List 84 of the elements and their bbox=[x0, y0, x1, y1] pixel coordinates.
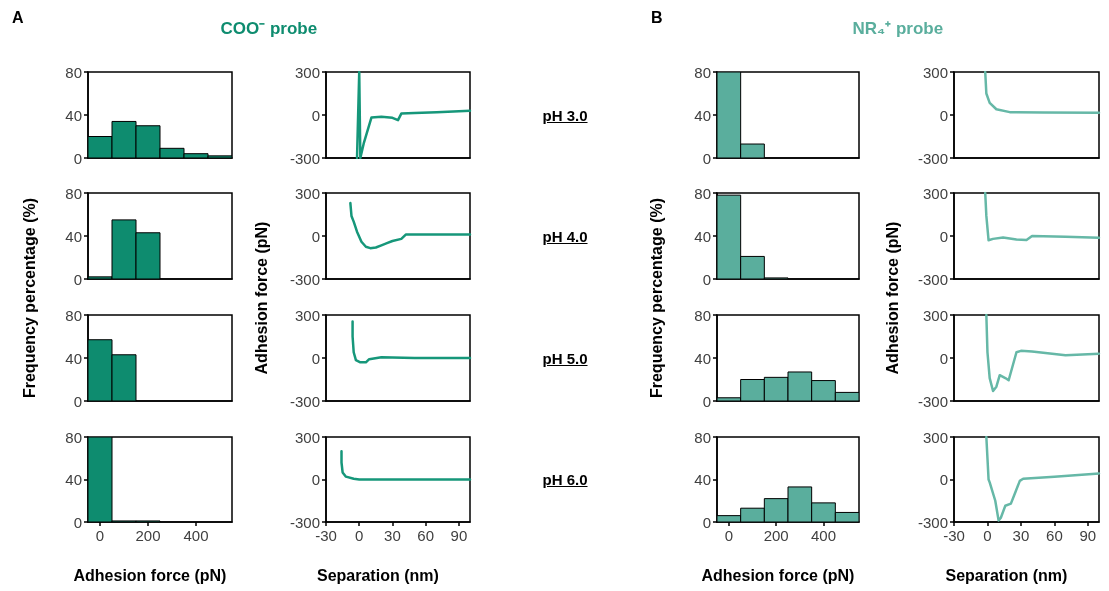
y-tick-label: 0 bbox=[702, 513, 711, 531]
y-tick-label: -300 bbox=[917, 270, 948, 288]
y-tick-label: 0 bbox=[311, 349, 320, 367]
line-series bbox=[985, 435, 1101, 522]
y-tick-label: 80 bbox=[65, 428, 82, 446]
y-tick-label: 0 bbox=[311, 471, 320, 488]
y-tick-label: 0 bbox=[939, 471, 948, 488]
y-tick-label: 40 bbox=[65, 471, 82, 488]
x-tick-label: 60 bbox=[1046, 527, 1063, 544]
y-tick-label: 80 bbox=[694, 184, 711, 202]
line-series bbox=[340, 449, 472, 481]
y-tick-label: 80 bbox=[65, 306, 82, 324]
x-tick-label: 0 bbox=[983, 527, 992, 544]
y-axis-title: Frequency percentage (%) bbox=[648, 197, 667, 399]
y-tick-label: 0 bbox=[939, 349, 948, 367]
y-tick-label: 0 bbox=[73, 513, 82, 531]
y-axis-title: Frequency percentage (%) bbox=[21, 197, 40, 399]
y-tick-label: 300 bbox=[922, 306, 948, 324]
text: B bbox=[651, 9, 663, 27]
x-tick-label: 30 bbox=[1012, 527, 1030, 544]
text: pH 6.0 bbox=[542, 471, 588, 488]
y-tick-label: 0 bbox=[939, 106, 948, 124]
x-tick-label: 0 bbox=[724, 527, 734, 544]
line-series bbox=[985, 313, 1101, 393]
line-series bbox=[983, 191, 1101, 242]
y-tick-label: 40 bbox=[65, 106, 82, 124]
y-axis-title: Adhesion force (pN) bbox=[883, 221, 902, 375]
y-tick-label: 0 bbox=[702, 392, 711, 410]
line-series bbox=[351, 320, 472, 364]
y-tick-label: 40 bbox=[694, 471, 711, 488]
y-tick-label: 300 bbox=[294, 428, 320, 446]
x-tick-label: 90 bbox=[1079, 527, 1097, 544]
line-series bbox=[349, 201, 472, 250]
y-tick-label: 0 bbox=[73, 149, 82, 167]
y-tick-label: 0 bbox=[702, 270, 711, 288]
x-tick-label: 400 bbox=[810, 527, 837, 544]
y-tick-label: 300 bbox=[294, 63, 320, 81]
x-axis-title: Adhesion force (pN) bbox=[701, 567, 855, 585]
x-tick-label: 400 bbox=[183, 527, 209, 544]
text: pH 4.0 bbox=[542, 227, 588, 245]
text: COO⁻ probe bbox=[220, 17, 318, 39]
y-tick-label: 40 bbox=[65, 349, 82, 367]
y-tick-label: 80 bbox=[65, 63, 82, 81]
y-tick-label: 80 bbox=[65, 184, 82, 202]
y-tick-label: 80 bbox=[694, 428, 711, 446]
y-tick-label: 0 bbox=[73, 270, 82, 288]
line-series bbox=[983, 70, 1101, 115]
x-tick-label: 0 bbox=[355, 527, 364, 544]
y-tick-label: 40 bbox=[694, 106, 711, 124]
y-tick-label: 0 bbox=[311, 106, 320, 124]
y-tick-label: 0 bbox=[311, 227, 320, 245]
y-tick-label: 300 bbox=[922, 428, 948, 446]
y-tick-label: 80 bbox=[694, 63, 711, 81]
line-series bbox=[355, 70, 472, 160]
y-tick-label: 300 bbox=[922, 63, 948, 81]
x-tick-label: 200 bbox=[135, 527, 161, 544]
y-tick-label: -300 bbox=[289, 392, 320, 410]
y-tick-label: 300 bbox=[922, 184, 948, 202]
y-tick-label: 300 bbox=[294, 184, 320, 202]
y-tick-label: -300 bbox=[917, 392, 948, 410]
y-tick-label: 300 bbox=[294, 306, 320, 324]
y-tick-label: 0 bbox=[939, 227, 948, 245]
x-tick-label: 90 bbox=[450, 527, 468, 544]
text: NR₄⁺ probe bbox=[852, 17, 944, 39]
x-tick-label: 30 bbox=[384, 527, 401, 544]
x-tick-label: 200 bbox=[763, 527, 789, 544]
y-tick-label: -300 bbox=[289, 270, 320, 288]
x-axis-title: Separation (nm) bbox=[317, 567, 439, 585]
y-tick-label: 40 bbox=[694, 227, 711, 245]
x-axis-title: Adhesion force (pN) bbox=[73, 567, 227, 585]
y-tick-label: -300 bbox=[289, 149, 320, 167]
y-tick-label: 80 bbox=[694, 306, 711, 324]
y-tick-label: 40 bbox=[65, 227, 82, 245]
y-tick-label: 0 bbox=[73, 392, 82, 410]
text: pH 3.0 bbox=[542, 106, 588, 124]
x-tick-label: 0 bbox=[95, 527, 105, 544]
x-axis-title: Separation (nm) bbox=[945, 567, 1068, 585]
text: A bbox=[12, 9, 24, 27]
y-tick-label: 40 bbox=[694, 349, 711, 367]
y-tick-label: -300 bbox=[917, 149, 948, 167]
text: pH 5.0 bbox=[542, 349, 588, 367]
y-tick-label: 0 bbox=[702, 149, 711, 167]
x-tick-label: 60 bbox=[417, 527, 435, 544]
y-axis-title: Adhesion force (pN) bbox=[252, 221, 271, 375]
